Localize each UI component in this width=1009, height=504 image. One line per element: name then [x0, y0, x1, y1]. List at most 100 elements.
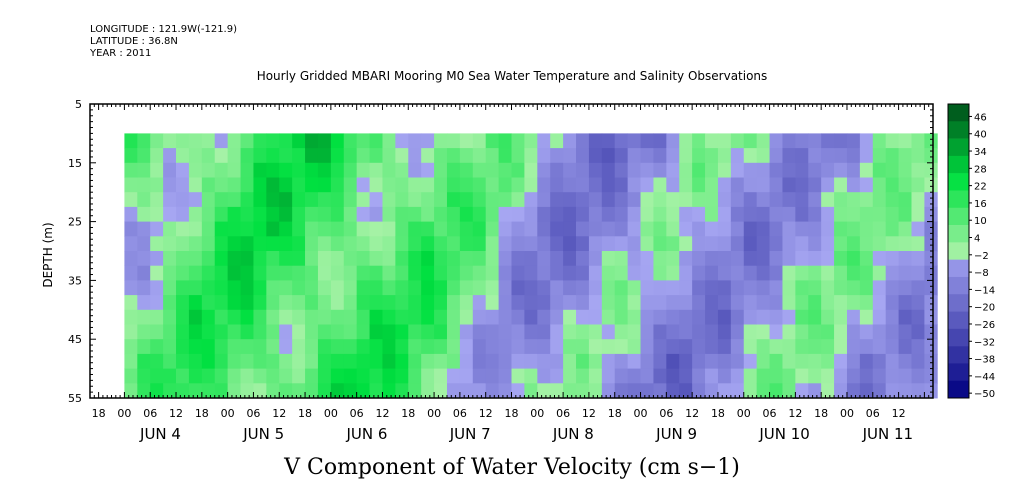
heatmap-cell [124, 236, 138, 252]
heatmap-cell [227, 383, 241, 399]
heatmap-cell [395, 353, 409, 369]
heatmap-cell [472, 148, 487, 164]
heatmap-cell [279, 368, 293, 384]
heatmap-cell [872, 383, 887, 399]
heatmap-cell [150, 280, 164, 296]
heatmap-cell [240, 383, 254, 399]
heatmap-cell [872, 309, 887, 325]
heatmap-cell [653, 309, 667, 325]
heatmap-cell [756, 177, 770, 193]
heatmap-cell [330, 148, 345, 164]
heatmap-cell [666, 295, 680, 311]
heatmap-cell [795, 236, 809, 252]
heatmap-cell [434, 265, 448, 281]
heatmap-cell [446, 236, 461, 252]
heatmap-cell [201, 368, 216, 384]
x-hour-label: 06 [866, 407, 880, 420]
heatmap-cell [485, 133, 499, 149]
heatmap-cell [176, 295, 190, 311]
heatmap-cell [601, 177, 616, 193]
heatmap-cell [898, 353, 912, 369]
heatmap-cell [227, 324, 241, 340]
heatmap-cell [550, 353, 564, 369]
heatmap-cell [705, 339, 719, 355]
heatmap-cell [330, 206, 345, 222]
heatmap-cell [846, 353, 861, 369]
heatmap-cell [408, 177, 422, 193]
heatmap-cell [240, 192, 254, 208]
heatmap-cell [408, 221, 422, 237]
heatmap-cell [163, 324, 177, 340]
heatmap-cell [214, 221, 229, 237]
heatmap-cell [692, 383, 706, 399]
heatmap-cell [472, 324, 487, 340]
heatmap-cell [305, 324, 319, 340]
heatmap-cell [421, 368, 435, 384]
heatmap-cell [485, 280, 499, 296]
heatmap-cell [911, 133, 925, 149]
heatmap-cell [150, 368, 164, 384]
heatmap-cell [343, 236, 358, 252]
heatmap-cell [730, 236, 745, 252]
heatmap-cell [653, 280, 667, 296]
heatmap-cell [640, 177, 654, 193]
heatmap-cell [150, 309, 164, 325]
heatmap-cell [924, 177, 938, 193]
heatmap-cell [730, 383, 745, 399]
heatmap-cell [692, 251, 706, 267]
heatmap-cell [821, 353, 835, 369]
heatmap-cell [898, 133, 912, 149]
heatmap-cell [305, 368, 319, 384]
heatmap-cell [653, 192, 667, 208]
heatmap-cell [188, 148, 203, 164]
heatmap-cell [369, 236, 383, 252]
heatmap-cell [163, 206, 177, 222]
heatmap-cell [472, 206, 487, 222]
heatmap-cell [498, 339, 512, 355]
heatmap-cell [201, 221, 216, 237]
heatmap-cell [717, 309, 732, 325]
heatmap-cell [614, 192, 629, 208]
heatmap-cell [563, 221, 577, 237]
x-hour-label: 00 [840, 407, 854, 420]
heatmap-cell [305, 265, 319, 281]
heatmap-cell [782, 251, 796, 267]
heatmap-cell [705, 192, 719, 208]
heatmap-cell [150, 383, 164, 399]
heatmap-cell [692, 324, 706, 340]
heatmap-cell [679, 206, 693, 222]
heatmap-cell [369, 265, 383, 281]
heatmap-cell [692, 162, 706, 178]
heatmap-cell [446, 133, 461, 149]
heatmap-cell [292, 339, 306, 355]
heatmap-cell [434, 353, 448, 369]
heatmap-cell [885, 133, 899, 149]
heatmap-cell [137, 353, 151, 369]
heatmap-cell [343, 148, 358, 164]
heatmap-cell [872, 236, 887, 252]
heatmap-cell [188, 265, 203, 281]
heatmap-cell [163, 280, 177, 296]
heatmap-cell [666, 251, 680, 267]
colorbar: 46 40 34 28 22 16 10 4 −2 −8 −14 −20 −26 −32 −38 −44 −50 [947, 103, 995, 400]
heatmap-cell [317, 177, 332, 193]
x-day-label: JUN 11 [862, 425, 913, 443]
heatmap-cell [924, 368, 938, 384]
heatmap-cell [434, 251, 448, 267]
heatmap-cell [163, 309, 177, 325]
heatmap-cell [756, 221, 770, 237]
heatmap-cell [317, 192, 332, 208]
heatmap-cell [743, 177, 758, 193]
heatmap-cell [795, 280, 809, 296]
heatmap-cell [898, 206, 912, 222]
heatmap-cell [459, 236, 474, 252]
heatmap-cell [485, 383, 499, 399]
colorbar-swatch [948, 328, 969, 347]
heatmap-cell [924, 383, 938, 399]
heatmap-cell [924, 339, 938, 355]
heatmap-cell [163, 162, 177, 178]
heatmap-cell [795, 309, 809, 325]
heatmap-cell [266, 339, 280, 355]
heatmap-cell [163, 192, 177, 208]
heatmap-cell [201, 383, 216, 399]
